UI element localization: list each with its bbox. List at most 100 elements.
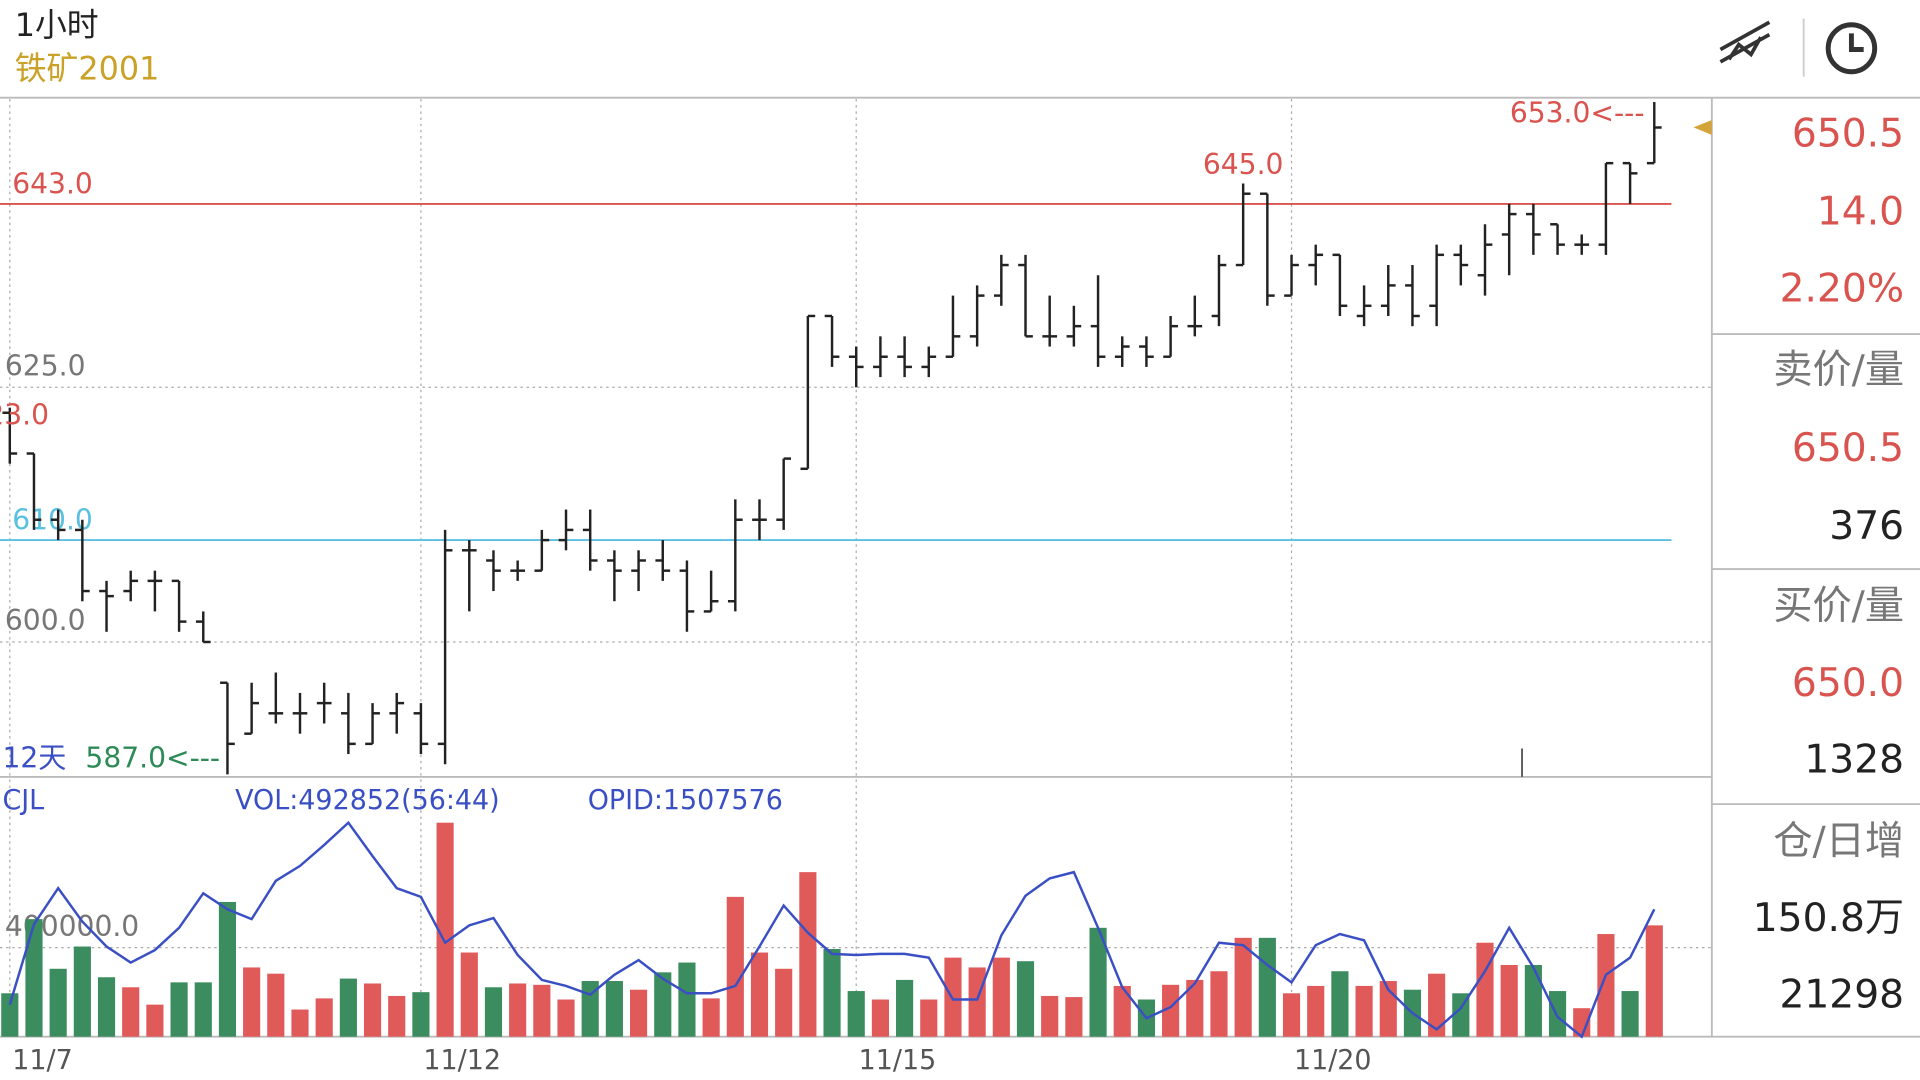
volume-bar xyxy=(992,957,1010,1037)
volume-bar xyxy=(170,982,188,1037)
change-pct: 2.20% xyxy=(1780,265,1904,311)
bid-price: 650.0 xyxy=(1792,660,1904,706)
indicator-title: CJL xyxy=(2,785,44,816)
volume-bar xyxy=(49,968,67,1037)
x-tick-label: 11/7 xyxy=(12,1045,72,1076)
volume-bar xyxy=(1645,925,1663,1037)
volume-bar xyxy=(1500,964,1518,1037)
last-price: 650.5 xyxy=(1792,110,1904,156)
ask-volume: 376 xyxy=(1829,503,1904,549)
quote-panel: 650.5 14.0 2.20% 卖价/量 650.5 376 买价/量 650… xyxy=(1753,110,1904,1017)
volume-bar xyxy=(460,952,478,1037)
volume-bar xyxy=(122,987,140,1037)
volume-bar xyxy=(1210,971,1228,1037)
volume-bar xyxy=(896,979,914,1037)
volume-bar xyxy=(1234,937,1252,1037)
volume-bar xyxy=(291,1009,309,1037)
volume-bar xyxy=(775,968,793,1037)
volume-bar xyxy=(388,995,406,1037)
symbol[interactable]: 铁矿2001 xyxy=(15,49,160,87)
volume-bar xyxy=(799,872,817,1037)
legend-entry: OPID:1507576 xyxy=(588,785,783,816)
volume-bar xyxy=(146,1004,164,1037)
volume-bar xyxy=(920,999,938,1037)
volume-bar xyxy=(678,962,696,1037)
volume-bar xyxy=(823,948,841,1037)
volume-bar xyxy=(581,981,599,1037)
volume-bar xyxy=(847,991,865,1037)
volume-bar xyxy=(339,978,357,1037)
volume-bar xyxy=(25,919,43,1037)
volume-bar xyxy=(533,984,551,1037)
volume-bar xyxy=(1089,927,1107,1037)
volume-bar xyxy=(605,981,623,1037)
volume-bar xyxy=(1065,997,1083,1037)
volume-bar xyxy=(436,822,454,1037)
volume-bar xyxy=(1573,1008,1591,1037)
volume-bar xyxy=(1621,991,1639,1037)
volume-bar xyxy=(1331,971,1349,1037)
bid-label: 买价/量 xyxy=(1773,583,1904,629)
ask-price: 650.5 xyxy=(1792,425,1904,471)
volume-bar xyxy=(315,998,333,1037)
volume-bar xyxy=(484,987,503,1037)
volume-bar xyxy=(73,946,91,1037)
ask-label: 卖价/量 xyxy=(1773,347,1904,393)
volume-bar xyxy=(97,977,116,1037)
volume-bar xyxy=(1,993,19,1037)
volume-bar xyxy=(871,999,889,1037)
volume-bar xyxy=(1524,964,1542,1037)
volume-bar xyxy=(630,989,648,1037)
volume-bar xyxy=(1016,961,1035,1037)
volume-bar xyxy=(726,896,744,1037)
oi-line xyxy=(8,820,1656,1039)
volume-bar xyxy=(1186,979,1204,1037)
volume-bar xyxy=(1307,985,1325,1037)
price-pointer xyxy=(1693,120,1712,135)
volume-bar xyxy=(1548,991,1567,1037)
clock-icon[interactable] xyxy=(1825,22,1878,75)
price-annotation: 653.0<--- xyxy=(1510,96,1645,129)
volume-bar xyxy=(1113,985,1131,1037)
change: 14.0 xyxy=(1817,188,1904,234)
y-tick-label: 400000.0 xyxy=(5,910,139,943)
x-tick-label: 11/15 xyxy=(859,1045,937,1076)
volume-bar xyxy=(702,998,720,1037)
volume-bar xyxy=(218,901,237,1037)
plot: 11/7 11/12 11/15 11/20625.0600.0643.0610.06… xyxy=(0,96,1712,1076)
volume-bar xyxy=(509,983,527,1037)
price-annotation: 623.0 xyxy=(0,398,49,431)
price-annotation: 645.0 xyxy=(1203,148,1284,181)
x-tick-label: 11/20 xyxy=(1294,1045,1372,1076)
draw-tool-icon[interactable] xyxy=(1719,20,1771,64)
bid-volume: 1328 xyxy=(1804,736,1904,782)
volume-bar xyxy=(363,983,382,1037)
y-tick-label: 625.0 xyxy=(5,349,86,382)
volume-bar xyxy=(557,999,575,1037)
y-tick-label: 600.0 xyxy=(5,604,86,637)
volume-bar xyxy=(1282,993,1301,1037)
open-interest: 150.8万 xyxy=(1753,895,1904,941)
x-tick-label: 11/12 xyxy=(423,1045,501,1076)
oi-label: 仓/日增 xyxy=(1773,818,1904,864)
volume-bar xyxy=(750,952,769,1037)
volume-bar xyxy=(654,972,672,1037)
volume-bar xyxy=(267,973,285,1037)
volume-bar xyxy=(1428,973,1446,1037)
reference-label: 643.0 xyxy=(12,167,93,200)
volume-bar xyxy=(1476,942,1494,1037)
price-annotation: 587.0<--- xyxy=(85,741,220,774)
volume-bar xyxy=(194,982,212,1037)
legend-entry: VOL:492852(56:44) xyxy=(235,785,500,816)
range-label: 12天 xyxy=(2,741,66,774)
volume-bar xyxy=(1162,984,1180,1037)
volume-bar xyxy=(1258,937,1276,1037)
volume-bar xyxy=(968,967,986,1037)
volume-bar xyxy=(1452,993,1470,1037)
volume-bar xyxy=(412,992,430,1037)
volume-bar xyxy=(243,967,261,1037)
volume-bar xyxy=(1355,985,1373,1037)
period[interactable]: 1小时 xyxy=(15,6,99,44)
